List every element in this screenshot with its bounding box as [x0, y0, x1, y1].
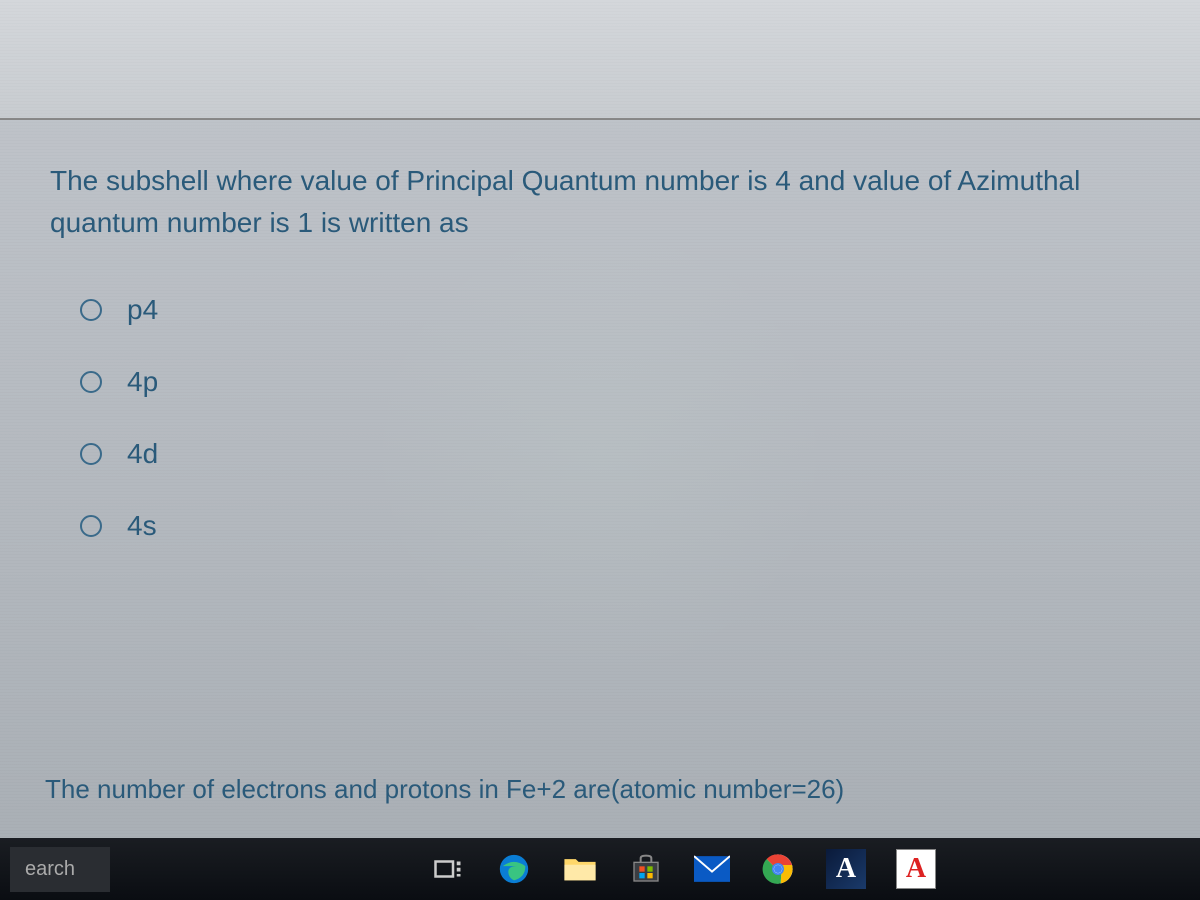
options-list: p4 4p 4d 4s: [50, 294, 1150, 542]
browser-top-area: [0, 0, 1200, 120]
quiz-content: The subshell where value of Principal Qu…: [0, 120, 1200, 622]
option-row[interactable]: 4p: [80, 366, 1150, 398]
search-box[interactable]: earch: [10, 847, 110, 892]
windows-taskbar[interactable]: earch A A: [0, 838, 1200, 900]
task-view-icon[interactable]: [430, 851, 466, 887]
radio-button[interactable]: [80, 299, 102, 321]
app-a-red-label: A: [906, 853, 926, 885]
screen-frame: The subshell where value of Principal Qu…: [0, 0, 1200, 900]
option-label: 4p: [127, 366, 158, 398]
file-explorer-icon[interactable]: [562, 851, 598, 887]
microsoft-store-icon[interactable]: [628, 851, 664, 887]
edge-browser-icon[interactable]: [496, 851, 532, 887]
next-question-partial: The number of electrons and protons in F…: [45, 774, 844, 805]
option-label: 4s: [127, 510, 157, 542]
search-placeholder: earch: [25, 858, 75, 881]
option-row[interactable]: 4d: [80, 438, 1150, 470]
option-row[interactable]: 4s: [80, 510, 1150, 542]
chrome-icon[interactable]: [760, 851, 796, 887]
question-text: The subshell where value of Principal Qu…: [50, 160, 1150, 244]
radio-button[interactable]: [80, 515, 102, 537]
app-a-red-icon[interactable]: A: [896, 849, 936, 889]
app-a-blue-label: A: [836, 853, 856, 885]
radio-button[interactable]: [80, 371, 102, 393]
mail-icon[interactable]: [694, 851, 730, 887]
option-label: p4: [127, 294, 158, 326]
radio-button[interactable]: [80, 443, 102, 465]
app-a-blue-icon[interactable]: A: [826, 849, 866, 889]
taskbar-icons: A A: [430, 849, 936, 889]
option-label: 4d: [127, 438, 158, 470]
option-row[interactable]: p4: [80, 294, 1150, 326]
